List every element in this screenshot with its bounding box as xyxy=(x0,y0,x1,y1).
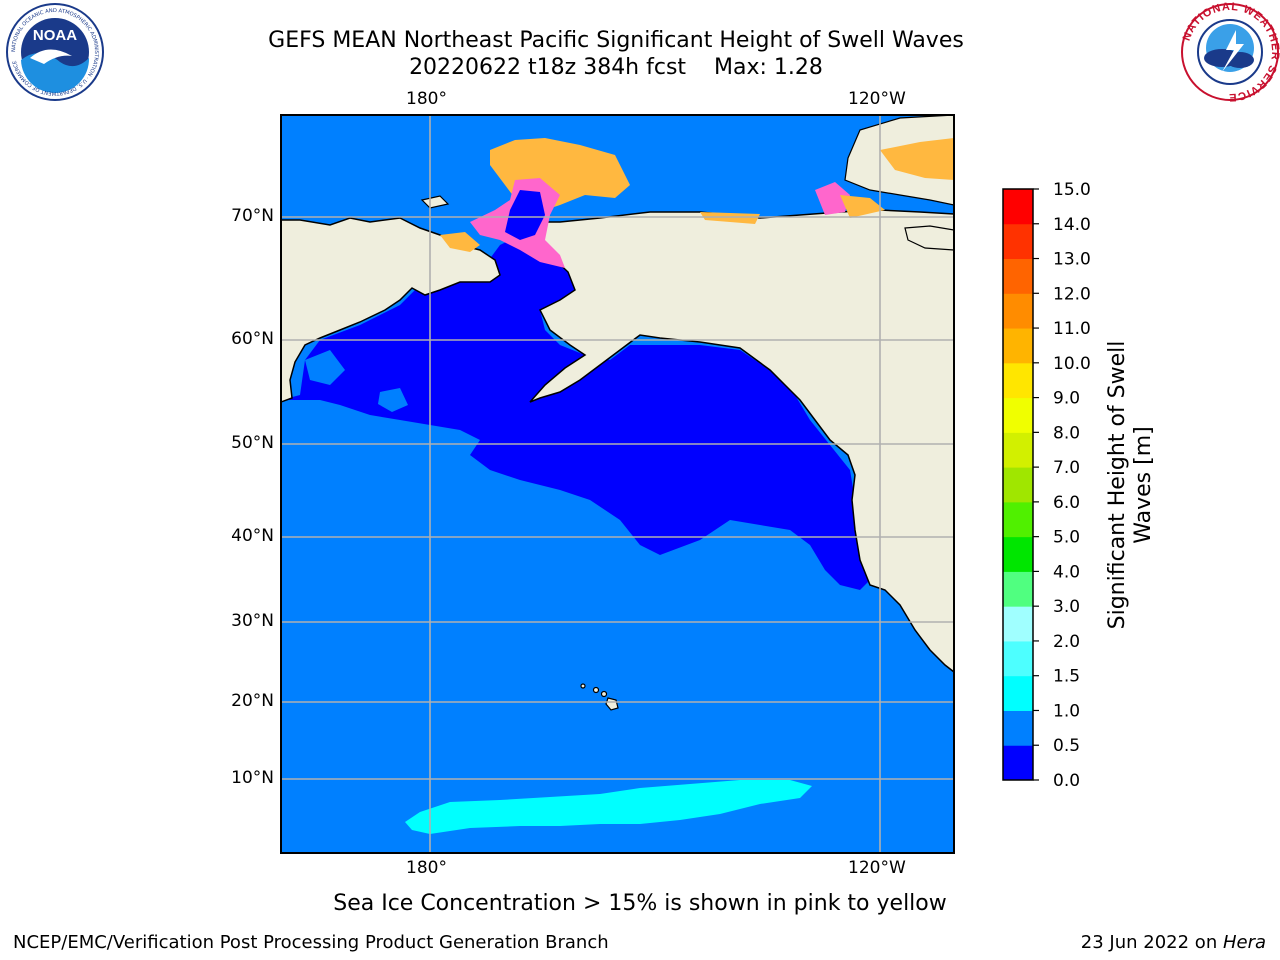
footer-date-text: 23 Jun 2022 on xyxy=(1080,932,1223,953)
colorbar-label-line1: Significant Height of Swell xyxy=(1105,341,1130,630)
lon-label-bottom-120w: 120°W xyxy=(848,858,906,878)
colorbar-tick-label: 3.0 xyxy=(1053,597,1080,617)
colorbar-tick-label: 7.0 xyxy=(1053,458,1080,478)
colorbar-tick-label: 0.5 xyxy=(1053,736,1080,756)
colorbar-segment xyxy=(1003,293,1033,329)
colorbar-segment xyxy=(1003,258,1033,294)
colorbar-segment xyxy=(1003,362,1033,399)
sea-ice-orange-coast xyxy=(700,212,760,224)
lat-label-70n: 70°N xyxy=(231,206,274,226)
colorbar-tick-label: 11.0 xyxy=(1053,319,1091,339)
colorbar-tick-label: 15.0 xyxy=(1053,180,1091,200)
colorbar-ticks: 0.0 0.5 1.0 1.5 2.0 3.0 4.0 5.0 6.0 7.0 8.0 9.0 10.0… xyxy=(1033,180,1091,791)
colorbar-label-line2: Waves [m] xyxy=(1131,426,1156,543)
colorbar-segment xyxy=(1003,189,1033,225)
colorbar-segment xyxy=(1003,467,1033,503)
colorbar-segment xyxy=(1003,675,1033,711)
land-siberia xyxy=(281,217,501,403)
map-panel xyxy=(280,114,955,854)
footer-host: Hera xyxy=(1222,932,1266,953)
sea-ice-caption: Sea Ice Concentration > 15% is shown in … xyxy=(333,891,947,916)
footer-date: 23 Jun 2022 on Hera xyxy=(1081,932,1266,953)
colorbar-tick-label: 9.0 xyxy=(1053,389,1080,409)
colorbar-segment xyxy=(1003,223,1033,260)
colorbar-tick-label: 6.0 xyxy=(1053,493,1080,513)
colorbar-tick-label: 10.0 xyxy=(1053,354,1091,374)
colorbar-tick-label: 5.0 xyxy=(1053,528,1080,548)
colorbar-tick-label: 4.0 xyxy=(1053,562,1080,582)
page-subtitle: 20220622 t18z 384h fcst Max: 1.28 xyxy=(0,55,1232,80)
sea-ice-orange-canada xyxy=(880,138,954,180)
colorbar-tick-label: 0.0 xyxy=(1053,771,1080,791)
colorbar-segment xyxy=(1003,536,1033,572)
map-frame xyxy=(280,114,955,854)
noaa-logo: NOAA NATIONAL OCEANIC AND ATMOSPHERIC AD… xyxy=(6,3,104,101)
colorbar-segment xyxy=(1003,397,1033,433)
footer-org: NCEP/EMC/Verification Post Processing Pr… xyxy=(13,932,609,953)
colorbar-frame xyxy=(1002,188,1034,781)
lat-label-30n: 30°N xyxy=(231,611,274,631)
lat-label-50n: 50°N xyxy=(231,433,274,453)
forecast-info: 20220622 t18z 384h fcst xyxy=(409,55,687,80)
lon-label-top-180: 180° xyxy=(406,89,447,109)
colorbar-tick-label: 1.0 xyxy=(1053,701,1080,721)
swell-patch-light-1 xyxy=(305,350,345,385)
colorbar: 0.0 0.5 1.0 1.5 2.0 3.0 4.0 5.0 6.0 7.0 8.0 9.0 10.0… xyxy=(1002,180,1091,791)
colorbar-segment xyxy=(1003,571,1033,607)
colorbar-segment xyxy=(1003,710,1033,746)
swell-band-1-1p5 xyxy=(405,780,812,834)
lat-label-40n: 40°N xyxy=(231,526,274,546)
page-title: GEFS MEAN Northeast Pacific Significant … xyxy=(268,28,964,53)
nws-logo: NATIONAL WEATHER SERVICE xyxy=(1181,1,1280,103)
colorbar-tick-label: 2.0 xyxy=(1053,632,1080,652)
colorbar-tick-label: 14.0 xyxy=(1053,215,1091,235)
colorbar-tick-label: 1.5 xyxy=(1053,667,1080,687)
sea-ice-blue-strait xyxy=(505,190,545,240)
lat-label-60n: 60°N xyxy=(231,329,274,349)
sea-ice-orange-beaufort xyxy=(840,195,885,218)
lat-label-10n: 10°N xyxy=(231,768,274,788)
colorbar-segment xyxy=(1003,745,1033,781)
colorbar-segment xyxy=(1003,606,1033,642)
swell-patch-light-2 xyxy=(378,388,408,412)
colorbar-label: Significant Height of Swell Waves [m] xyxy=(1105,341,1156,630)
noaa-logo-text: NOAA xyxy=(33,27,77,44)
land-wrangel-island xyxy=(420,195,450,209)
lat-label-20n: 20°N xyxy=(231,691,274,711)
sea-ice-pink-beaufort xyxy=(815,182,850,215)
colorbar-segment xyxy=(1003,328,1033,364)
colorbar-segment xyxy=(1003,640,1033,677)
sea-ice-orange-west xyxy=(440,232,480,252)
swell-band-0-0p5 xyxy=(281,235,870,590)
hawaiian-islands xyxy=(580,683,619,711)
lon-label-top-120w: 120°W xyxy=(848,89,906,109)
lon-label-bottom-180: 180° xyxy=(406,858,447,878)
colorbar-tick-label: 12.0 xyxy=(1053,284,1091,304)
colorbar-segment xyxy=(1003,432,1033,468)
graticule xyxy=(281,115,954,853)
colorbar-segment xyxy=(1003,501,1033,538)
land-arctic-island-2 xyxy=(904,225,954,251)
colorbar-segments xyxy=(1003,189,1033,781)
max-label: Max: 1.28 xyxy=(714,55,823,80)
colorbar-tick-label: 13.0 xyxy=(1053,250,1091,270)
colorbar-tick-label: 8.0 xyxy=(1053,423,1080,443)
